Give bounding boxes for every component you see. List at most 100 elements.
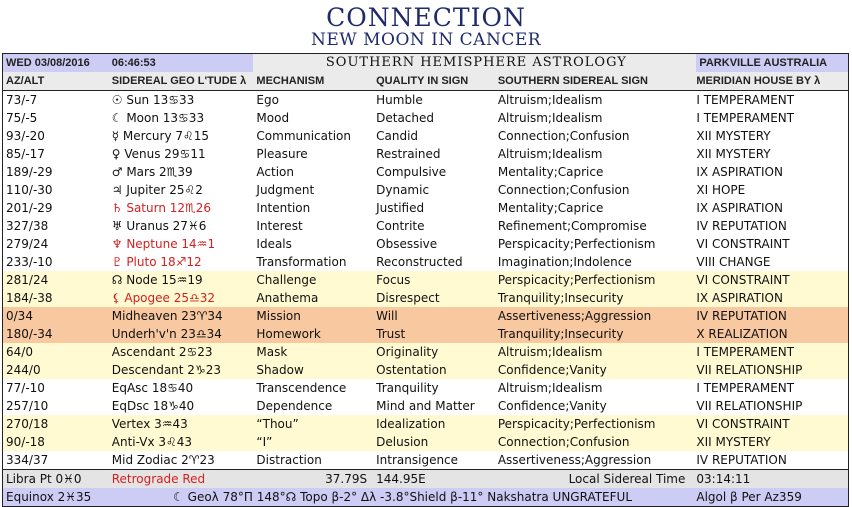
house-cell: XI HOPE [696, 183, 746, 197]
quality-cell: Obsessive [376, 237, 438, 251]
sign-cell: Mentality;Caprice [497, 201, 604, 215]
sign-cell: Connection;Confusion [497, 129, 630, 143]
house-cell: IX ASPIRATION [696, 201, 783, 215]
az-alt-cell: 233/-10 [6, 255, 53, 269]
table-row: 90/-18 Anti-Vx 3♌43 “I” Delusion Connection;… [3, 433, 848, 451]
mechanism-cell: “Thou” [256, 417, 299, 431]
quality-cell: Idealization [376, 417, 446, 431]
quality-cell: Disrespect [376, 291, 440, 305]
mechanism-cell: Interest [256, 219, 303, 233]
page-title-block: CONNECTION NEW MOON IN CANCER [0, 4, 852, 49]
house-cell: IV REPUTATION [696, 309, 787, 323]
body-position-cell: ♅ Uranus 27♓6 [111, 219, 207, 233]
column-header: MECHANISM [256, 75, 325, 87]
footer-row-moon: Equinox 2♓35 ☾ Geoλ 78°Π 148°☊ Topo β-2°… [3, 488, 848, 506]
mechanism-cell: Communication [256, 129, 351, 143]
sign-cell: Tranquility;Insecurity [497, 327, 624, 341]
mechanism-cell: Anathema [256, 291, 319, 305]
table-row: 184/-38 ⚸ Apogee 25♎32 Anathema Disrespect T… [3, 289, 848, 307]
house-cell: XII MYSTERY [696, 435, 771, 449]
house-cell: VIII CHANGE [696, 255, 771, 269]
sign-cell: Confidence;Vanity [497, 399, 607, 413]
body-position-cell: ♆ Neptune 14♒1 [111, 237, 216, 251]
house-cell: XII MYSTERY [696, 129, 771, 143]
mechanism-cell: Intention [256, 201, 311, 215]
astrology-table: WED 03/08/2016 06:46:53 SOUTHERN HEMISPH… [2, 53, 849, 507]
column-header: MERIDIAN HOUSE BY λ [696, 75, 821, 87]
mechanism-cell: Homework [256, 327, 321, 341]
house-cell: IX ASPIRATION [696, 165, 783, 179]
az-alt-cell: 85/-17 [6, 147, 45, 161]
body-position-cell: ♇ Pluto 18♐12 [111, 255, 202, 269]
body-position-cell: EqDsc 18♑40 [111, 399, 195, 413]
latitude: 37.79S [325, 472, 368, 486]
mechanism-cell: Distraction [256, 453, 322, 467]
page-subtitle: NEW MOON IN CANCER [310, 30, 542, 50]
sign-cell: Assertiveness;Aggression [497, 453, 652, 467]
house-cell: I TEMPERAMENT [696, 381, 795, 395]
az-alt-cell: 77/-10 [6, 381, 45, 395]
az-alt-cell: 270/18 [6, 417, 49, 431]
body-position-cell: Mid Zodiac 2♈23 [111, 453, 215, 467]
sign-cell: Assertiveness;Aggression [497, 309, 652, 323]
body-position-cell: ⚸ Apogee 25♎32 [111, 291, 216, 305]
sign-cell: Perspicacity;Perfectionism [497, 273, 656, 287]
mechanism-cell: Mission [256, 309, 301, 323]
az-alt-cell: 93/-20 [6, 129, 45, 143]
mechanism-cell: Mood [256, 111, 290, 125]
az-alt-cell: 64/0 [6, 345, 33, 359]
body-position-cell: ☉ Sun 13♋33 [111, 93, 195, 107]
table-row: 77/-10 EqAsc 18♋40 Transcendence Tranquilit… [3, 379, 848, 397]
az-alt-cell: 73/-7 [6, 93, 38, 107]
column-header: QUALITY IN SIGN [376, 75, 469, 87]
table-row: 85/-17 ♀ Venus 29♋11 Pleasure Restrained Alt… [3, 145, 848, 163]
table-row: 281/24 ☊ Node 15♒19 Challenge Focus Perspica… [3, 271, 848, 289]
retrograde-legend: Retrograde Red [111, 472, 206, 486]
table-row: 201/-29 ♄ Saturn 12♏26 Intention Justified M… [3, 199, 848, 217]
table-row: 279/24 ♆ Neptune 14♒1 Ideals Obsessive Persp… [3, 235, 848, 253]
quality-cell: Originality [376, 345, 439, 359]
sign-cell: Imagination;Indolence [497, 255, 632, 269]
quality-cell: Humble [376, 93, 423, 107]
body-position-cell: ♃ Jupiter 25♌2 [111, 183, 203, 197]
sign-cell: Perspicacity;Perfectionism [497, 237, 656, 251]
page-title: CONNECTION [326, 3, 526, 32]
sign-cell: Altruism;Idealism [497, 147, 603, 161]
quality-cell: Ostentation [376, 363, 447, 377]
table-row: 189/-29 ♂ Mars 2♏39 Action Compulsive Mental… [3, 163, 848, 181]
sign-cell: Mentality;Caprice [497, 165, 604, 179]
az-alt-cell: 189/-29 [6, 165, 53, 179]
mechanism-cell: Ideals [256, 237, 292, 251]
body-position-cell: Descendant 2♑23 [111, 363, 221, 377]
az-alt-cell: 334/37 [6, 453, 49, 467]
sign-cell: Perspicacity;Perfectionism [497, 417, 656, 431]
libra-point: Libra Pt 0♓0 [6, 472, 82, 486]
body-position-cell: Ascendant 2♋23 [111, 345, 213, 359]
quality-cell: Dynamic [376, 183, 430, 197]
body-position-cell: Midheaven 23♈34 [111, 309, 223, 323]
column-header-row: AZ/ALT SIDEREAL GEO L'TUDE λ MECHANISM Q… [3, 72, 848, 91]
quality-cell: Justified [376, 201, 425, 215]
mechanism-cell: “I” [256, 435, 273, 449]
quality-cell: Delusion [376, 435, 429, 449]
az-alt-cell: 281/24 [6, 273, 49, 287]
table-row: 257/10 EqDsc 18♑40 Dependence Mind and Matt… [3, 397, 848, 415]
column-header: SIDEREAL GEO L'TUDE λ [111, 75, 247, 87]
sign-cell: Connection;Confusion [497, 183, 630, 197]
table-row: 270/18 Vertex 3♒43 “Thou” Idealization Persp… [3, 415, 848, 433]
az-alt-cell: 75/-5 [6, 111, 38, 125]
table-row: 75/-5 ☾ Moon 13♋33 Mood Detached Altruism;Id… [3, 109, 848, 127]
body-position-cell: ☿ Mercury 7♌15 [111, 129, 210, 143]
quality-cell: Reconstructed [376, 255, 463, 269]
sign-cell: Confidence;Vanity [497, 363, 607, 377]
az-alt-cell: 110/-30 [6, 183, 53, 197]
table-row: 180/-34 Underh'v'n 23♎34 Homework Trust Tran… [3, 325, 848, 343]
az-alt-cell: 90/-18 [6, 435, 45, 449]
house-cell: IV REPUTATION [696, 219, 787, 233]
house-cell: I TEMPERAMENT [696, 345, 795, 359]
house-cell: I TEMPERAMENT [696, 93, 795, 107]
sign-cell: Tranquility;Insecurity [497, 291, 624, 305]
mechanism-cell: Judgment [256, 183, 315, 197]
sign-cell: Altruism;Idealism [497, 381, 603, 395]
house-cell: VI CONSTRAINT [696, 417, 790, 431]
